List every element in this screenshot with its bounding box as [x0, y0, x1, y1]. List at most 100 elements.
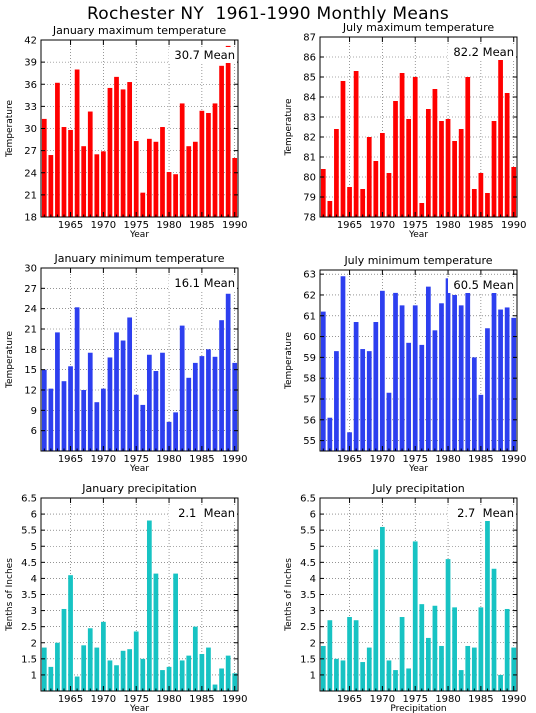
x-tick-label: 1985	[189, 694, 214, 705]
bar-1986	[485, 518, 490, 691]
bar-1965	[68, 366, 73, 451]
y-tick-label: 21	[24, 190, 37, 201]
chart-title: July maximum temperature	[342, 21, 495, 34]
y-tick-label: 4.5	[21, 558, 37, 569]
bar-1977	[425, 637, 431, 691]
x-tick-label: 1965	[58, 694, 83, 705]
y-tick-label: 3	[31, 606, 37, 617]
bar-1985	[199, 110, 205, 217]
bar-1963	[55, 642, 60, 691]
bar-1968	[366, 351, 372, 451]
bar-1980	[166, 421, 172, 451]
y-tick-label: 42	[24, 36, 37, 47]
bar-1983	[186, 377, 192, 451]
y-tick-label: 4	[31, 574, 37, 585]
bar-1977	[146, 354, 152, 451]
bar-1988	[498, 53, 503, 217]
mean-label-bg	[448, 277, 516, 293]
bar-1982	[458, 670, 464, 691]
bar-1990	[232, 673, 238, 691]
chart-title: January maximum temperature	[52, 24, 226, 37]
bar-1975	[133, 141, 139, 217]
bar-1971	[386, 660, 392, 691]
bar-1970	[380, 290, 385, 451]
y-tick-label: 24	[24, 168, 37, 179]
bar-1982	[458, 305, 464, 451]
bar-1974	[406, 668, 412, 691]
bar-1966	[74, 307, 80, 451]
y-tick-label: 15	[24, 365, 37, 376]
y-tick-label: 27	[24, 146, 37, 157]
y-tick-label: 2	[310, 638, 316, 649]
x-tick-label: 1975	[123, 220, 148, 231]
bar-1966	[353, 620, 359, 691]
y-tick-label: 5	[31, 542, 37, 553]
bar-1988	[219, 668, 224, 691]
bar-1962	[48, 388, 54, 451]
y-tick-label: 18	[24, 213, 37, 224]
x-tick-label: 1980	[435, 454, 460, 465]
bar-1969	[94, 647, 100, 691]
bar-1976	[140, 192, 146, 217]
bar-1966	[74, 676, 80, 691]
bar-1964	[61, 608, 67, 691]
bar-1972	[393, 670, 398, 691]
x-tick-label: 1965	[337, 694, 362, 705]
x-tick-label: 1985	[468, 220, 493, 231]
y-tick-label: 21	[24, 325, 37, 336]
bar-1983	[465, 290, 471, 451]
bar-1979	[439, 645, 444, 691]
bar-1964	[340, 81, 346, 217]
bar-1967	[81, 645, 87, 691]
y-tick-label: 18	[24, 345, 37, 356]
bar-1989	[504, 93, 510, 217]
bar-1970	[101, 151, 106, 217]
x-tick-label: 1970	[91, 220, 116, 231]
bar-1990	[511, 647, 517, 691]
y-tick-label: 80	[303, 173, 316, 184]
x-axis-label: Year	[408, 464, 428, 474]
bar-1965	[347, 432, 352, 451]
y-tick-label: 59	[303, 353, 316, 364]
bar-1985	[478, 173, 484, 217]
bar-1962	[327, 201, 333, 217]
bar-1978	[432, 605, 438, 691]
bar-1989	[504, 608, 510, 691]
mean-label-bg	[169, 275, 237, 291]
x-tick-label: 1975	[402, 694, 427, 705]
bar-1968	[366, 137, 372, 217]
x-tick-label: 1980	[156, 220, 181, 231]
bar-1970	[101, 621, 106, 691]
bar-1977	[425, 286, 431, 451]
bar-1961	[320, 169, 326, 217]
y-tick-label: 63	[303, 270, 316, 281]
bar-1975	[133, 631, 139, 691]
x-tick-label: 1985	[468, 454, 493, 465]
y-tick-label: 6	[310, 510, 316, 521]
y-tick-label: 82	[303, 133, 316, 144]
mean-label: 30.7 Mean	[174, 48, 235, 62]
y-tick-label: 4.5	[300, 558, 316, 569]
y-tick-label: 2	[31, 638, 37, 649]
x-tick-label: 1980	[435, 694, 460, 705]
bar-1988	[498, 309, 503, 451]
y-tick-label: 36	[24, 80, 37, 91]
x-tick-label: 1980	[156, 694, 181, 705]
bar-1971	[386, 173, 392, 217]
bar-1980	[445, 119, 451, 217]
bar-1990	[232, 158, 238, 217]
bar-1961	[41, 118, 47, 217]
bar-1978	[153, 573, 159, 691]
bar-1966	[353, 71, 359, 217]
chart-title: July precipitation	[371, 482, 465, 495]
bar-1975	[412, 305, 418, 451]
mean-label: 82.2 Mean	[453, 45, 514, 59]
y-tick-label: 79	[303, 193, 316, 204]
plot-frame	[319, 269, 518, 452]
x-tick-label: 1980	[156, 454, 181, 465]
bar-1984	[192, 362, 198, 451]
bar-1969	[373, 161, 379, 217]
y-tick-label: 6	[31, 510, 37, 521]
mean-label-bg	[448, 44, 516, 60]
bar-1965	[347, 617, 352, 691]
